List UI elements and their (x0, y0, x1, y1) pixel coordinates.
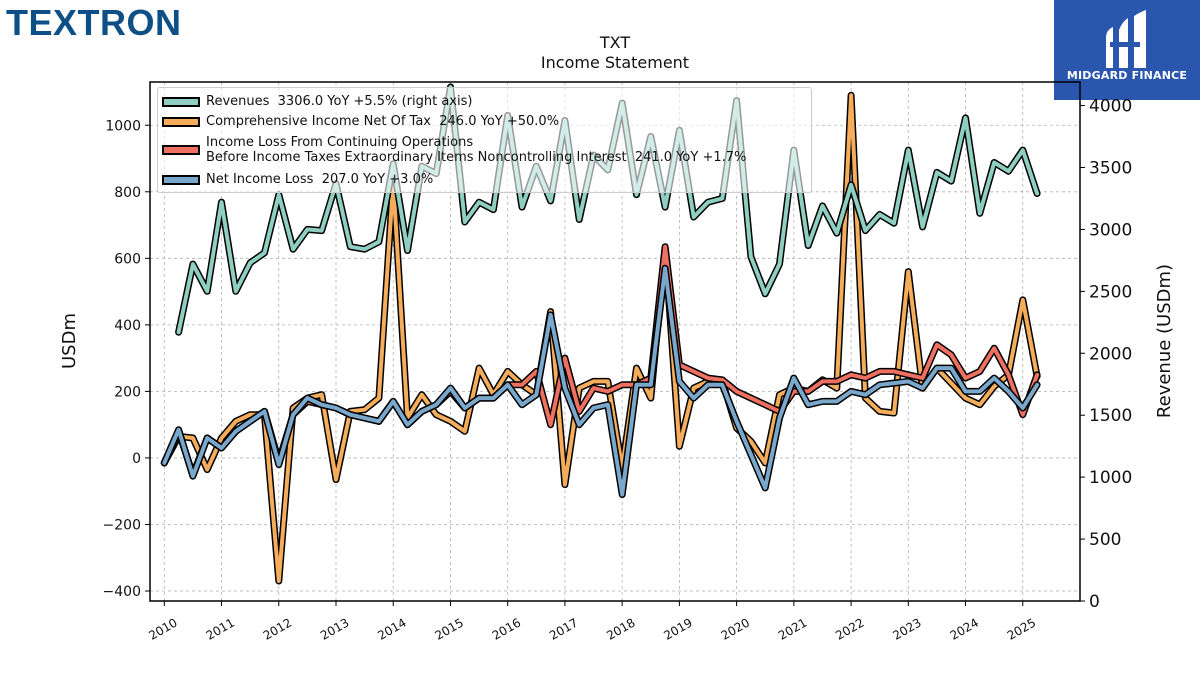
x-tick-label: 2012 (261, 615, 294, 642)
x-tick-label: 2023 (890, 615, 923, 642)
x-tick-label: 2018 (604, 615, 637, 642)
y-tick-label: 600 (114, 251, 141, 267)
x-tick-label: 2024 (948, 615, 981, 642)
y-tick-label: 1000 (105, 118, 141, 134)
y2-tick-label: 3500 (1089, 158, 1132, 178)
x-tick-label: 2022 (833, 615, 866, 642)
x-tick-label: 2010 (146, 615, 179, 642)
x-tick-label: 2013 (318, 615, 351, 642)
legend-label: Net Income Loss 207.0 YoY +3.0% (206, 172, 434, 187)
y-tick-label: 0 (132, 451, 141, 467)
y2-tick-label: 4000 (1089, 97, 1132, 117)
y2-tick-label: 3000 (1089, 220, 1132, 240)
x-tick-label: 2016 (490, 615, 523, 642)
pillar-logo-icon (1106, 10, 1146, 68)
right-axis: 0 500 1000 1500 2000 2500 3000 3500 4000 (1080, 97, 1132, 612)
x-axis: 2010 2011 2012 2013 2014 2015 2016 2017 2018 2019… (146, 601, 1038, 643)
y-tick-label: 800 (114, 185, 141, 201)
y2-tick-label: 2000 (1089, 344, 1132, 364)
midgard-finance-logo: MIDGARD FINANCE (1054, 0, 1200, 100)
x-tick-label: 2011 (204, 615, 237, 642)
legend-item-net-income: Net Income Loss 207.0 YoY +3.0% (162, 172, 433, 187)
brand-logo: TEXTRON (6, 2, 182, 43)
x-tick-label: 2019 (661, 615, 694, 642)
x-tick-label: 2021 (776, 615, 809, 642)
x-tick-label: 2014 (375, 615, 408, 642)
legend-swatch (162, 96, 200, 107)
y2-tick-label: 1500 (1089, 406, 1132, 426)
y-axis-right-label: Revenue (USDm) (1154, 264, 1175, 418)
legend-swatch (162, 145, 200, 155)
legend-item-pretax-income: Income Loss From Continuing Operations B… (162, 135, 746, 165)
plot-frame (149, 81, 1081, 602)
legend-swatch (162, 116, 200, 127)
legend-item-revenues: Revenues 3306.0 YoY +5.5% (right axis) (162, 94, 472, 109)
y2-tick-label: 500 (1089, 530, 1121, 550)
y2-tick-label: 1000 (1089, 468, 1132, 488)
chart-subtitle: Income Statement (541, 53, 689, 72)
y-tick-label: 400 (114, 318, 141, 334)
chart-title: TXT (599, 33, 630, 52)
y2-tick-label: 2500 (1089, 282, 1132, 302)
legend-label: Comprehensive Income Net Of Tax 246.0 Yo… (206, 114, 560, 129)
series-line (162, 266, 1040, 497)
x-tick-label: 2015 (433, 615, 466, 642)
y-tick-label: −400 (103, 584, 141, 600)
x-tick-label: 2020 (719, 615, 752, 642)
legend-item-comprehensive-income: Comprehensive Income Net Of Tax 246.0 Yo… (162, 114, 559, 129)
left-axis: −400 −200 0 200 400 600 800 1000 (103, 118, 150, 600)
x-tick-label: 2025 (1005, 615, 1038, 642)
y2-tick-label: 0 (1089, 592, 1100, 612)
y-tick-label: 200 (114, 384, 141, 400)
x-tick-label: 2017 (547, 615, 580, 642)
logo-text: MIDGARD FINANCE (1066, 69, 1188, 82)
y-tick-label: −200 (103, 517, 141, 533)
legend-label: Income Loss From Continuing Operations B… (206, 135, 747, 165)
y-axis-left-label: USDm (59, 313, 80, 369)
chart-legend: Revenues 3306.0 YoY +5.5% (right axis) C… (157, 87, 812, 193)
series-3 (160, 264, 1041, 498)
legend-swatch (162, 174, 200, 185)
legend-label: Revenues 3306.0 YoY +5.5% (right axis) (206, 94, 473, 109)
